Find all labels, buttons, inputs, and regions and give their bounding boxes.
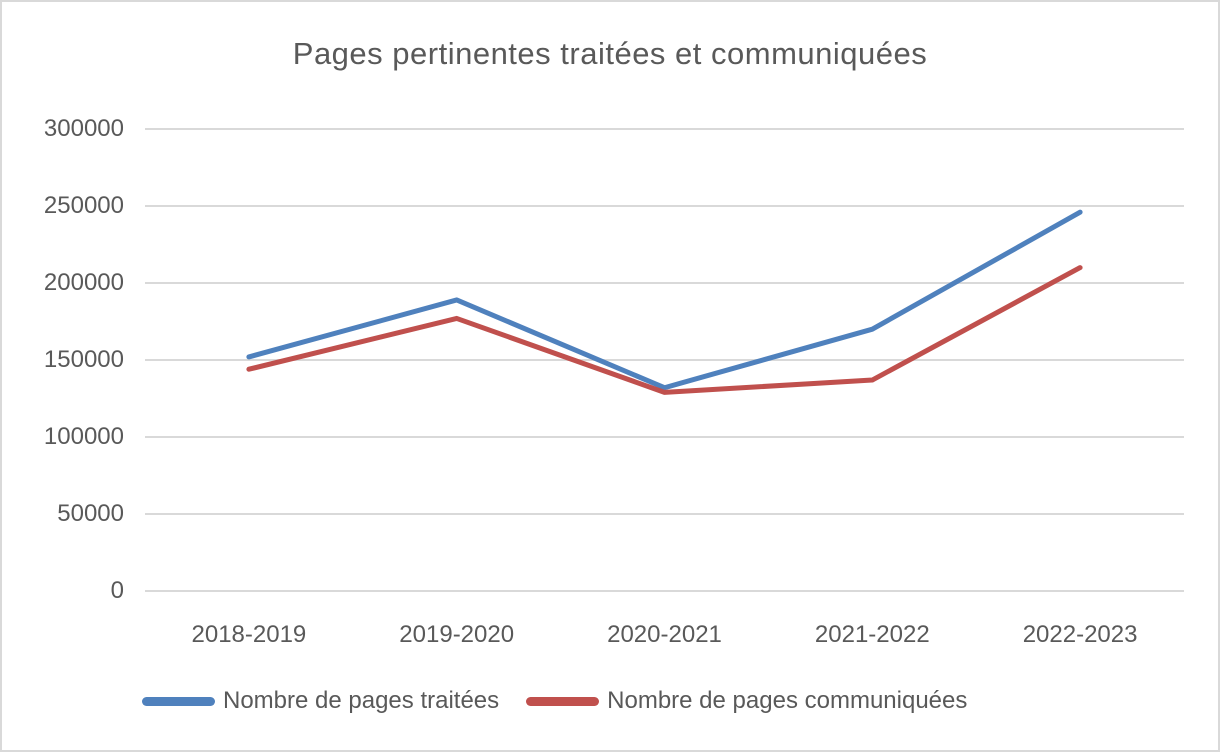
y-tick-label: 50000 (57, 500, 124, 527)
chart-title: Pages pertinentes traitées et communiqué… (292, 36, 928, 71)
x-category-label: 2022-2023 (1022, 621, 1138, 648)
y-tick-label: 100000 (43, 423, 124, 450)
legend-entry-1: Nombre de pages communiquées (526, 687, 967, 715)
y-tick-label: 250000 (43, 192, 124, 219)
series-line-0 (246, 209, 1083, 391)
y-tick-label: 300000 (43, 115, 124, 142)
y-tick-label: 0 (110, 577, 124, 604)
legend-label: Nombre de pages communiquées (607, 687, 968, 714)
x-category-label: 2018-2019 (191, 621, 307, 648)
series-lines (246, 209, 1083, 395)
y-tick-label: 200000 (43, 269, 124, 296)
x-category-label: 2021-2022 (814, 621, 930, 648)
gridlines (145, 128, 1184, 592)
legend-swatch-icon (142, 696, 215, 706)
series-line-1 (246, 265, 1083, 395)
x-category-label: 2020-2021 (607, 621, 722, 648)
legend-swatch-icon (526, 696, 600, 706)
legend-entry-0: Nombre de pages traitées (142, 687, 499, 715)
legend-label: Nombre de pages traitées (223, 687, 500, 714)
y-tick-label: 150000 (43, 346, 124, 373)
x-category-label: 2019-2020 (399, 621, 515, 648)
legend: Nombre de pages traitées Nombre de pages … (142, 683, 967, 719)
